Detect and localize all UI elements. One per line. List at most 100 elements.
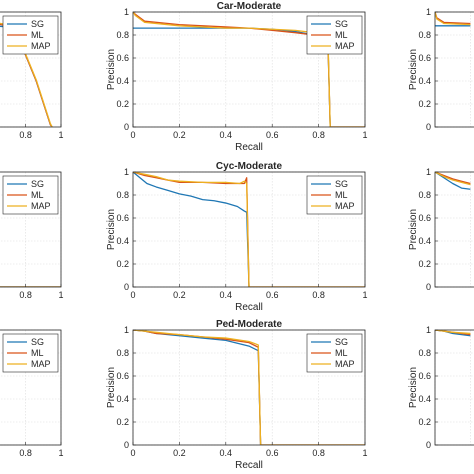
axes-box <box>132 11 366 128</box>
y-tick-label: 0.2 <box>116 99 129 109</box>
legend-label-sg: SG <box>335 179 348 189</box>
y-tick-label: 0.6 <box>418 371 431 381</box>
series-line-ml <box>435 172 471 185</box>
x-tick-label: 0.4 <box>220 290 233 300</box>
y-axis-label: Precision <box>408 367 419 408</box>
y-tick-label: 0.4 <box>116 76 129 86</box>
axes-box <box>132 171 366 288</box>
y-tick-label: 0.8 <box>116 190 129 200</box>
legend-label-ml: ML <box>31 190 44 200</box>
x-axis-label: Recall <box>235 460 263 471</box>
y-tick-label: 0.6 <box>116 371 129 381</box>
axes-box <box>132 329 366 446</box>
axes-box <box>0 171 62 288</box>
plot-area <box>435 330 474 445</box>
series-group <box>435 330 471 337</box>
y-tick-label: 0 <box>426 122 431 132</box>
y-tick-label: 0.8 <box>418 190 431 200</box>
series-line-map <box>435 172 471 186</box>
legend-label-sg: SG <box>31 337 44 347</box>
y-tick-label: 0.4 <box>116 394 129 404</box>
y-tick-label: 0 <box>426 440 431 450</box>
y-tick-label: 0.2 <box>116 417 129 427</box>
series-line-sg <box>435 172 471 190</box>
chart-panel-5: 0 0.2 0.4 0.6 0.8 1 0 0.2 0.4 0.6 0.8 1 Cyc-Moderate… <box>106 161 368 313</box>
x-tick-label: 0 <box>130 130 135 140</box>
x-tick-label: 0.8 <box>312 130 325 140</box>
legend-box <box>2 333 59 373</box>
x-tick-label: 0.6 <box>266 448 279 458</box>
x-tick-label: 0.8 <box>312 290 325 300</box>
x-tick-label: 0.2 <box>173 448 186 458</box>
y-tick-label: 1 <box>426 7 431 17</box>
y-tick-label: 0 <box>426 282 431 292</box>
x-tick-label: 0.4 <box>220 448 233 458</box>
legend-label-sg: SG <box>335 19 348 29</box>
x-tick-label: 0.8 <box>19 130 32 140</box>
axes-box <box>0 11 62 128</box>
series-group <box>133 172 365 287</box>
y-tick-label: 0.8 <box>116 348 129 358</box>
legend-label-ml: ML <box>31 30 44 40</box>
y-tick-label: 0.4 <box>418 76 431 86</box>
plot-area <box>435 12 474 127</box>
x-tick-label: 1 <box>58 448 63 458</box>
x-tick-label: 1 <box>362 448 367 458</box>
x-axis-label: Recall <box>235 142 263 153</box>
y-tick-label: 0.8 <box>418 30 431 40</box>
series-group <box>435 12 471 27</box>
x-axis-label: Recall <box>235 302 263 313</box>
legend-label-sg: SG <box>31 179 44 189</box>
y-tick-label: 0.2 <box>116 259 129 269</box>
y-tick-label: 0.4 <box>418 394 431 404</box>
chart-panel-8: 0 0.2 0.4 0.6 0.8 1 0 0.2 0.4 0.6 0.8 1 Ped-Moderate… <box>106 319 368 471</box>
y-axis-label: Precision <box>408 49 419 90</box>
x-tick-label: 1 <box>362 290 367 300</box>
legend-label-map: MAP <box>335 359 355 369</box>
chart-panel-2: 0 0.2 0.4 0.6 0.8 1 0 0.2 0.4 0.6 0.8 1 Car-Moderate… <box>106 1 368 153</box>
x-tick-label: 0.4 <box>220 130 233 140</box>
legend-label-ml: ML <box>335 348 348 358</box>
series-line-map <box>435 12 471 26</box>
legend-label-sg: SG <box>31 19 44 29</box>
x-tick-label: 0.2 <box>173 130 186 140</box>
chart-title: Cyc-Moderate <box>216 161 283 172</box>
legend-label-ml: ML <box>335 30 348 40</box>
y-tick-label: 0.6 <box>418 53 431 63</box>
x-tick-label: 0.6 <box>266 290 279 300</box>
chart-title: Car-Moderate <box>217 1 282 12</box>
y-tick-label: 0.4 <box>116 236 129 246</box>
x-tick-label: 0.6 <box>266 130 279 140</box>
y-tick-label: 0.2 <box>418 259 431 269</box>
y-tick-label: 0.2 <box>418 417 431 427</box>
y-tick-label: 0.8 <box>418 348 431 358</box>
y-tick-label: 1 <box>124 325 129 335</box>
legend-label-map: MAP <box>335 41 355 51</box>
y-axis-label: Precision <box>106 49 117 90</box>
x-tick-label: 0.2 <box>173 290 186 300</box>
series-line-map <box>133 172 365 287</box>
series-line-map <box>435 330 471 335</box>
y-axis-label: Precision <box>106 367 117 408</box>
legend-label-ml: ML <box>31 348 44 358</box>
legend-label-sg: SG <box>335 337 348 347</box>
y-tick-label: 0.4 <box>418 236 431 246</box>
series-line-sg <box>133 172 250 287</box>
plot-area <box>435 172 474 287</box>
y-tick-label: 0.6 <box>418 213 431 223</box>
legend-label-ml: ML <box>335 190 348 200</box>
y-axis-label: Precision <box>408 209 419 250</box>
axes-box <box>434 11 474 128</box>
y-tick-label: 1 <box>124 7 129 17</box>
y-tick-label: 1 <box>124 167 129 177</box>
y-tick-label: 0.6 <box>116 213 129 223</box>
axes-box <box>434 329 474 446</box>
